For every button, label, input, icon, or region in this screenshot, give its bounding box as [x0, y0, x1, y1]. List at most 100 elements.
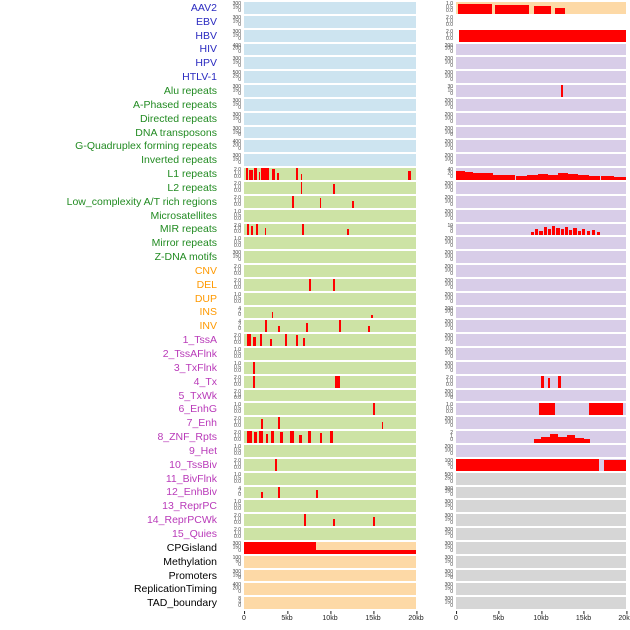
- y-axis-ticks-right: 300 150 0: [432, 527, 456, 541]
- y-tick-label: 0: [450, 506, 453, 513]
- signal-bar: [573, 228, 577, 236]
- y-tick-label: 0.5: [446, 4, 453, 11]
- track-label: 9_Het: [188, 444, 217, 457]
- y-tick-label: 300: [232, 153, 241, 160]
- y-axis-ticks-left: 2.0 1.0 0.0: [220, 389, 244, 403]
- track-panel-right: [456, 140, 626, 153]
- y-axis-ticks-left: 2.0 1.0 0.0: [220, 264, 244, 278]
- y-tick-label: 1.0: [446, 1, 453, 7]
- y-tick-label: 0.5: [234, 475, 241, 482]
- y-axis-ticks-left: 1.0 0.5 0.0: [220, 499, 244, 513]
- track-row: AAV2 300 150 0 1.0 0.5 0.0: [0, 1, 630, 15]
- track-panel-right: [456, 528, 626, 540]
- signal-bar: [295, 335, 298, 347]
- y-tick-label: 0.0: [234, 437, 241, 443]
- column-gap: [416, 319, 432, 333]
- track-label: Mirror repeats: [151, 237, 217, 250]
- signal-bar: [566, 435, 575, 443]
- y-axis-ticks-left: 400 200 0: [220, 43, 244, 57]
- signal-bar: [316, 549, 416, 554]
- y-tick-label: 2.0: [234, 333, 241, 340]
- y-tick-label: 200: [444, 277, 453, 284]
- y-axis-ticks-right: 1.0 0.5 0.0: [432, 1, 456, 15]
- track-row: 15_Quies 2.0 1.0 0.0 300 150 0: [0, 527, 630, 541]
- track-panel-left: [244, 292, 416, 305]
- y-tick-label: 5: [450, 225, 453, 232]
- y-tick-label: 0: [238, 547, 241, 554]
- track-panel-right: [456, 500, 626, 513]
- y-tick-label: 1.0: [234, 291, 241, 298]
- column-gap: [416, 15, 432, 29]
- y-axis-ticks-right: 200 100 0: [432, 70, 456, 84]
- column-gap: [416, 1, 432, 15]
- column-gap: [416, 250, 432, 264]
- signal-bar: [515, 176, 528, 180]
- track-label: HIV: [199, 43, 217, 56]
- y-axis-ticks-left: 1.0 0.5 0.0: [220, 209, 244, 223]
- y-tick-label: 0.0: [234, 298, 241, 305]
- y-tick-label: 150: [232, 59, 241, 66]
- y-tick-label: 2.0: [234, 277, 241, 284]
- signal-bar: [527, 175, 538, 180]
- track-row: HPV 300 150 0 200 100 0: [0, 56, 630, 70]
- track-row: Directed repeats 300 150 0 200 100 0: [0, 112, 630, 126]
- y-tick-label: 0.0: [446, 381, 453, 388]
- track-panel-left: [244, 140, 416, 153]
- y-tick-label: 100: [444, 184, 453, 191]
- signal-bar: [261, 419, 264, 430]
- y-tick-label: 0.5: [234, 350, 241, 357]
- y-tick-label: 150: [232, 101, 241, 108]
- signal-bar: [457, 3, 492, 14]
- y-tick-label: 200: [444, 56, 453, 63]
- signal-bar: [305, 323, 308, 333]
- track-row: Methylation 100 50 0 300 150 0: [0, 555, 630, 569]
- x-tick-label: 10kb: [533, 611, 549, 622]
- y-axis-ticks-right: 300 150 0: [432, 569, 456, 583]
- signal-bar: [614, 176, 626, 180]
- y-axis-ticks-left: 300 150 0: [220, 569, 244, 583]
- track-panel-left: [244, 334, 416, 347]
- track-panel-left: [244, 541, 416, 554]
- signal-bar: [295, 168, 299, 180]
- y-axis-ticks-left: 300 150 0: [220, 541, 244, 555]
- signal-bar: [456, 170, 465, 180]
- column-gap: [416, 513, 432, 527]
- y-tick-label: 0: [238, 589, 241, 596]
- signal-bar: [300, 174, 303, 180]
- y-tick-label: 200: [444, 291, 453, 298]
- y-axis-ticks-left: 300 150 0: [220, 56, 244, 70]
- y-tick-label: 0: [450, 589, 453, 596]
- y-tick-label: 2: [238, 488, 241, 495]
- track-row: A-Phased repeats 300 150 0 200 100 0: [0, 98, 630, 112]
- signal-bar: [307, 431, 312, 443]
- y-tick-label: 1.0: [234, 461, 241, 468]
- signal-bar: [558, 436, 567, 443]
- signal-bar: [278, 486, 280, 499]
- track-label: 12_EnhBiv: [166, 486, 217, 499]
- y-tick-label: 200: [444, 236, 453, 243]
- signal-bar: [253, 336, 256, 347]
- y-tick-label: 300: [232, 28, 241, 35]
- y-tick-label: 1.0: [234, 236, 241, 243]
- track-panel-right: [456, 278, 626, 291]
- y-tick-label: 0.0: [234, 353, 241, 360]
- track-label: 15_Quies: [172, 527, 217, 540]
- signal-bar: [586, 231, 591, 236]
- y-tick-label: 200: [444, 70, 453, 77]
- track-panel-right: [456, 71, 626, 84]
- y-tick-label: 2.0: [234, 416, 241, 423]
- y-tick-label: 0: [450, 340, 453, 347]
- y-tick-label: 200: [444, 360, 453, 367]
- track-panel-left: [244, 251, 416, 264]
- signal-bar: [264, 320, 267, 333]
- y-axis-ticks-right: 200 100 0: [432, 56, 456, 70]
- signal-bar: [543, 227, 547, 236]
- track-panel-right: [456, 348, 626, 360]
- track-label: 11_BivFlnk: [165, 472, 217, 485]
- track-panel-right: [456, 458, 626, 471]
- y-tick-label: 0: [450, 450, 453, 457]
- y-tick-label: 0.0: [234, 187, 241, 194]
- track-panel-right: [456, 154, 626, 167]
- y-tick-label: 0.0: [446, 21, 453, 28]
